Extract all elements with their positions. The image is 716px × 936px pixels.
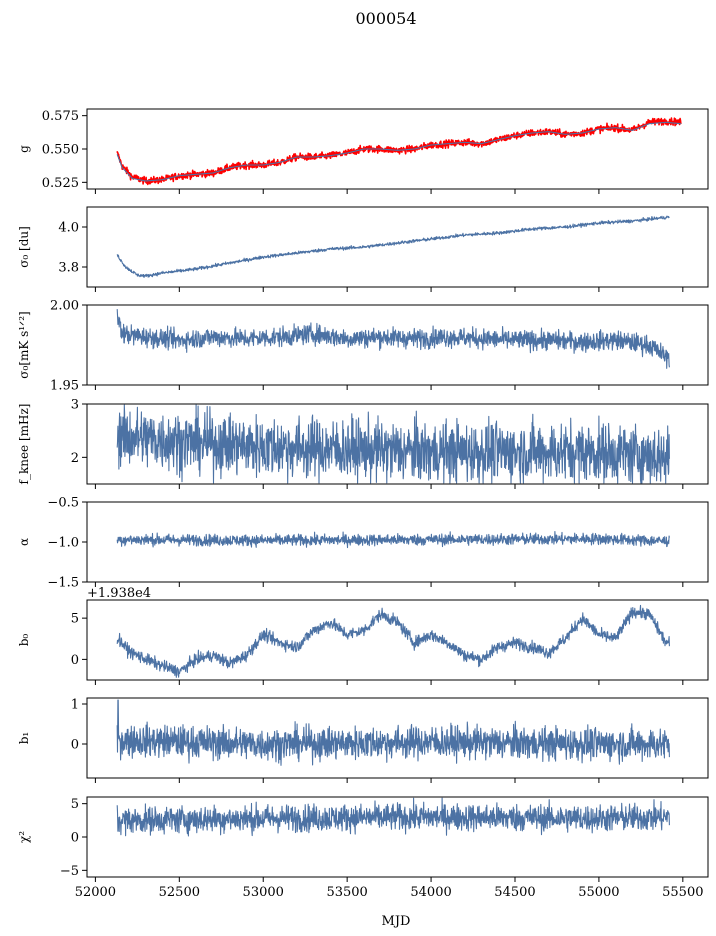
y-tick-label: −1.0 — [47, 536, 79, 551]
y-tick-label: −1.5 — [47, 576, 79, 591]
y-tick-label: 3 — [71, 398, 79, 413]
series-line-1 — [116, 117, 682, 186]
y-tick-label: 0.525 — [42, 176, 79, 191]
y-tick-label: 0 — [71, 738, 79, 753]
series-line-1 — [116, 215, 670, 278]
series-group — [116, 215, 670, 278]
y-tick-label: 1 — [71, 698, 79, 713]
x-axis-label: MJD — [382, 914, 411, 929]
series-group — [116, 604, 670, 678]
x-tick-label: 54500 — [494, 885, 535, 900]
y-tick-label: 1.95 — [50, 379, 79, 394]
panel-sigma0-mk: 1.95 2.00 σ₀[mK s¹ᐟ²] — [17, 299, 709, 394]
y-axis-label: χ² — [17, 831, 31, 843]
x-tick-label: 55000 — [578, 885, 619, 900]
series-line-1 — [116, 531, 670, 549]
axes-frame — [86, 599, 709, 681]
x-tick-label: 52000 — [75, 885, 116, 900]
panel-b0: 0 5 b₀ +1.938e4 — [17, 586, 709, 685]
panel-chi2: −5 0 5 52000 52500 53000 53500 54000 54500 55000 5… — [17, 796, 709, 900]
series-group — [116, 309, 670, 369]
series-line-1 — [116, 604, 670, 678]
y-tick-label: 2 — [71, 451, 79, 466]
y-tick-label: 4.0 — [58, 221, 79, 236]
y-axis-label: f_knee [mHz] — [17, 404, 31, 485]
series-group — [116, 404, 670, 484]
axes-frame — [86, 697, 709, 779]
x-tick-label: 54000 — [410, 885, 451, 900]
series-line-2 — [116, 121, 682, 182]
figure-title: 000054 — [355, 9, 416, 28]
series-line-1 — [116, 797, 670, 837]
series-group — [116, 531, 670, 549]
panel-g: 0.525 0.550 0.575 g — [17, 108, 709, 194]
y-tick-label: 3.8 — [58, 261, 79, 276]
panel-fknee: 2 3 f_knee [mHz] — [17, 398, 709, 489]
y-tick-label: 0 — [71, 831, 79, 846]
series-line-1 — [116, 309, 670, 369]
series-group — [116, 699, 670, 766]
y-tick-label: 5 — [71, 797, 79, 812]
panel-b1: 0 1 b₁ — [17, 697, 709, 783]
panel-alpha: −1.5 −1.0 −0.5 α — [17, 496, 709, 591]
x-tick-label: 53500 — [326, 885, 367, 900]
series-group — [116, 117, 682, 186]
axes-frame — [86, 206, 709, 288]
y-tick-label: 0.550 — [42, 143, 79, 158]
axes-frame — [86, 403, 709, 485]
y-axis-label: b₀ — [17, 634, 31, 647]
panels: 0.525 0.550 0.575 g 3.8 4.0 σ₀ [du] 1.95 2.00 σ₀[… — [17, 108, 709, 900]
x-tick-label: 53000 — [243, 885, 284, 900]
y-axis-label: σ₀ [du] — [17, 226, 31, 268]
series-line-1 — [116, 404, 670, 484]
y-tick-label: 2.00 — [50, 299, 79, 314]
y-tick-label: −0.5 — [47, 496, 79, 511]
y-axis-label: α — [17, 538, 31, 546]
y-tick-label: 5 — [71, 612, 79, 627]
offset-text: +1.938e4 — [87, 586, 151, 601]
series-group — [116, 797, 670, 837]
y-tick-label: 0.575 — [42, 109, 79, 124]
y-tick-label: −5 — [60, 864, 79, 879]
panel-sigma0-du: 3.8 4.0 σ₀ [du] — [17, 206, 709, 292]
y-axis-label: g — [17, 145, 31, 153]
axes-frame — [86, 304, 709, 386]
y-axis-label: b₁ — [17, 732, 31, 745]
x-tick-label: 55500 — [662, 885, 703, 900]
x-tick-label: 52500 — [159, 885, 200, 900]
series-line-1 — [116, 699, 670, 766]
y-tick-label: 0 — [71, 653, 79, 668]
y-axis-label: σ₀[mK s¹ᐟ²] — [17, 311, 31, 378]
